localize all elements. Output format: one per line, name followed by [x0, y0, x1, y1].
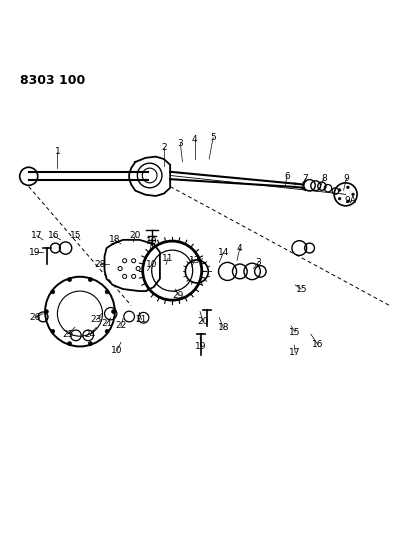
Text: 16: 16 [311, 340, 323, 349]
Circle shape [105, 329, 109, 334]
Circle shape [44, 310, 48, 313]
Text: 21: 21 [101, 319, 112, 328]
Text: 6: 6 [283, 172, 289, 181]
Text: 19: 19 [195, 342, 206, 351]
Text: 4: 4 [236, 244, 242, 253]
Text: 10: 10 [146, 260, 157, 269]
Text: 13: 13 [189, 256, 200, 265]
Text: 17: 17 [31, 231, 43, 240]
Circle shape [67, 342, 72, 345]
Text: 10: 10 [111, 346, 122, 355]
Text: 20: 20 [129, 231, 141, 240]
Text: 11: 11 [162, 254, 173, 263]
Text: 10: 10 [146, 237, 157, 246]
Circle shape [88, 278, 92, 281]
Text: 3: 3 [177, 139, 183, 148]
Text: 2: 2 [161, 143, 166, 152]
Circle shape [337, 189, 340, 191]
Text: 25: 25 [62, 329, 73, 338]
Text: 1: 1 [54, 147, 60, 156]
Text: 4: 4 [191, 135, 197, 144]
Circle shape [105, 290, 109, 294]
Text: 9A: 9A [344, 196, 355, 205]
Circle shape [51, 329, 55, 334]
Text: 23: 23 [90, 316, 102, 324]
Text: 24: 24 [84, 329, 96, 338]
Text: 15: 15 [289, 328, 300, 337]
Circle shape [346, 200, 348, 203]
Circle shape [51, 290, 55, 294]
Circle shape [111, 310, 115, 313]
Text: 8303 100: 8303 100 [20, 74, 85, 87]
Circle shape [337, 197, 340, 200]
Text: 17: 17 [289, 348, 300, 357]
Text: 22: 22 [115, 321, 126, 330]
Text: 14: 14 [217, 248, 229, 257]
Text: 29: 29 [172, 290, 184, 300]
Text: 19: 19 [29, 248, 40, 257]
Circle shape [351, 193, 353, 196]
Text: 28: 28 [94, 260, 106, 269]
Circle shape [346, 186, 348, 189]
Text: 7: 7 [302, 174, 308, 183]
Text: 5: 5 [210, 133, 216, 142]
Text: 18: 18 [109, 236, 120, 244]
Text: 16: 16 [47, 231, 59, 240]
Text: 9: 9 [343, 174, 348, 183]
Text: 21: 21 [135, 316, 147, 324]
Text: 20: 20 [197, 317, 208, 326]
Text: 26: 26 [29, 313, 40, 322]
Text: 18: 18 [217, 324, 229, 333]
Text: 15: 15 [70, 231, 81, 240]
Text: 3: 3 [255, 258, 261, 267]
Text: 8: 8 [320, 174, 326, 183]
Circle shape [67, 278, 72, 281]
Text: 15: 15 [295, 285, 306, 294]
Circle shape [88, 342, 92, 345]
